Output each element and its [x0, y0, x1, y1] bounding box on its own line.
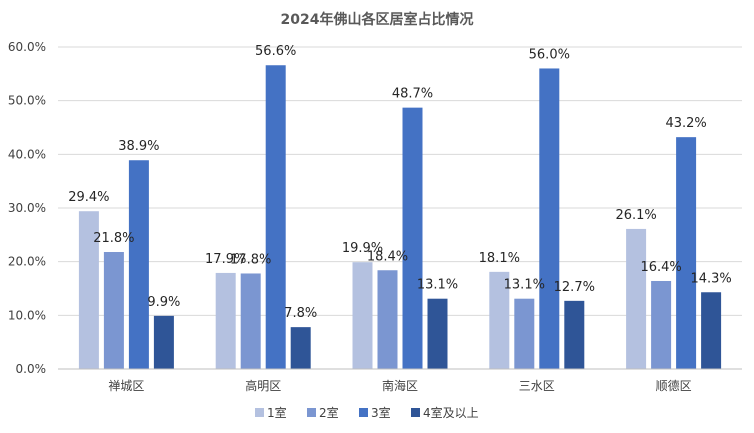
legend-label: 3室	[371, 405, 391, 420]
bar	[103, 252, 124, 369]
bar	[539, 68, 560, 369]
data-label: 14.3%	[690, 271, 731, 286]
legend-swatch	[307, 408, 316, 417]
bar	[626, 228, 647, 369]
bar	[701, 292, 722, 369]
legend: 1室 2室 3室 4室及以上	[255, 405, 479, 420]
legend-swatch	[411, 408, 420, 417]
data-label: 18.4%	[367, 249, 408, 264]
data-label: 9.9%	[147, 295, 180, 310]
y-axis-ticks: 0.0% 10.0% 20.0% 30.0% 40.0% 50.0% 60.0%	[8, 40, 46, 376]
legend-label: 2室	[319, 405, 339, 420]
y-tick-label: 40.0%	[8, 147, 46, 161]
y-tick-label: 30.0%	[8, 201, 46, 215]
data-label: 21.8%	[93, 231, 134, 246]
y-tick-label: 10.0%	[8, 308, 46, 322]
data-labels: 29.4% 21.8% 38.9% 9.9% 17.9%17.8% 56.6% 7.8% 19…	[68, 44, 732, 321]
y-tick-label: 0.0%	[16, 362, 47, 376]
bar	[240, 273, 261, 369]
legend-swatch	[255, 408, 264, 417]
data-label: 56.0%	[529, 47, 570, 62]
data-label: 48.7%	[392, 87, 433, 102]
x-category-label: 顺德区	[656, 378, 692, 393]
data-label: 19.9%	[342, 241, 383, 256]
data-label: 29.4%	[68, 190, 109, 205]
bar	[651, 280, 672, 369]
data-label: 12.7%	[554, 280, 595, 295]
bar	[153, 315, 174, 369]
legend-label: 1室	[267, 405, 287, 420]
data-label: 18.1%	[479, 251, 520, 266]
bar	[78, 211, 99, 369]
bar	[215, 272, 236, 369]
bar	[265, 65, 286, 369]
bar	[128, 160, 149, 369]
y-tick-label: 60.0%	[8, 40, 46, 54]
data-label: 38.9%	[118, 139, 159, 154]
x-category-label: 禅城区	[108, 379, 144, 393]
y-tick-label: 50.0%	[8, 94, 46, 108]
x-category-label: 三水区	[519, 379, 555, 393]
data-label: 16.4%	[640, 260, 681, 275]
x-category-label: 南海区	[382, 378, 418, 393]
chart-title: 2024年佛山各区居室占比情况	[281, 11, 474, 28]
bar	[402, 107, 423, 369]
data-label: 43.2%	[665, 116, 706, 131]
data-label: 7.8%	[284, 306, 317, 321]
bar	[564, 300, 585, 369]
x-axis-categories: 禅城区 高明区 南海区 三水区 顺德区	[108, 378, 691, 393]
legend-label: 4室及以上	[423, 405, 479, 420]
data-label: 26.1%	[615, 208, 656, 223]
bar	[514, 298, 535, 369]
bars	[78, 65, 722, 369]
data-label: 56.6%	[255, 44, 296, 59]
bar	[352, 262, 373, 369]
data-label: 17.9%	[205, 252, 246, 267]
bar	[427, 298, 448, 369]
y-tick-label: 20.0%	[8, 255, 46, 269]
bar	[489, 271, 510, 369]
bar	[676, 137, 697, 369]
bar	[377, 270, 398, 369]
data-label: 13.1%	[417, 278, 458, 293]
x-category-label: 高明区	[245, 378, 281, 393]
bar	[290, 327, 311, 369]
legend-swatch	[359, 408, 368, 417]
data-label: 13.1%	[504, 278, 545, 293]
data-label: 17.8%	[230, 252, 271, 267]
